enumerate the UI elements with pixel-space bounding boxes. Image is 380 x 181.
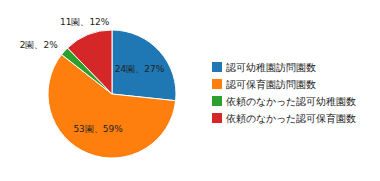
legend-item: 認可保育園訪問園数	[212, 79, 316, 90]
data-label: 24園、27%	[115, 64, 165, 74]
legend-swatch	[212, 62, 222, 72]
legend-item: 認可幼稚園訪問園数	[212, 62, 316, 73]
legend-label: 依頼のなかった認可保育園数	[226, 113, 356, 124]
legend-label: 依頼のなかった認可幼稚園数	[226, 96, 356, 107]
pie-slice	[68, 30, 112, 94]
chart: 24園、27% 53園、59% 2園、2% 11園、12% 認可幼稚園訪問園数認可保育園…	[0, 0, 380, 181]
legend-swatch	[212, 79, 222, 89]
data-label: 2園、2%	[20, 40, 58, 50]
pie	[48, 30, 176, 158]
data-labels: 24園、27% 53園、59% 2園、2% 11園、12%	[20, 17, 165, 134]
pie-slice	[112, 30, 176, 101]
legend-label: 認可保育園訪問園数	[226, 79, 316, 90]
legend-item: 依頼のなかった認可保育園数	[212, 113, 356, 124]
data-label: 11園、12%	[60, 17, 110, 27]
legend-swatch	[212, 96, 222, 106]
data-label: 53園、59%	[73, 124, 123, 134]
legend: 認可幼稚園訪問園数認可保育園訪問園数依頼のなかった認可幼稚園数依頼のなかった認可…	[212, 62, 356, 124]
legend-item: 依頼のなかった認可幼稚園数	[212, 96, 356, 107]
legend-swatch	[212, 113, 222, 123]
legend-label: 認可幼稚園訪問園数	[226, 62, 316, 73]
